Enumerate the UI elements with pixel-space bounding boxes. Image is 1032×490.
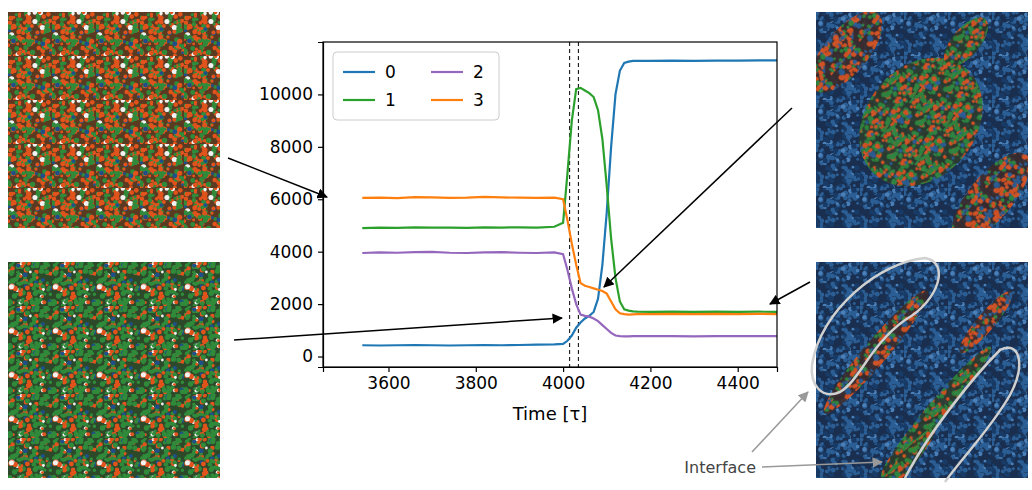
snapshot [8, 12, 220, 228]
snapshot [816, 12, 1028, 228]
y-tick-label: 10000 [259, 84, 313, 104]
x-tick-mark [650, 367, 651, 372]
series-line [362, 252, 777, 336]
legend: 0 1 2 3 [333, 52, 499, 120]
series-line [362, 197, 777, 315]
snapshot-image [8, 262, 220, 478]
reference-line [569, 42, 570, 367]
interface-outline [905, 348, 1019, 482]
x-axis-title: Time [τ] [512, 403, 588, 424]
x-tick-mark [738, 367, 739, 372]
interface-outline [812, 258, 939, 394]
legend-label: 1 [385, 90, 396, 110]
legend-label: 2 [473, 62, 484, 82]
snapshot-domain [816, 283, 937, 421]
y-tick-mark [318, 356, 323, 357]
y-tick: 4000 [270, 242, 323, 262]
pointer-arrow [228, 158, 327, 197]
y-tick-mark [318, 252, 323, 253]
y-tick-mark [318, 147, 323, 148]
snapshot [8, 262, 220, 478]
legend-swatch [343, 99, 375, 101]
x-tick-mark [563, 367, 564, 372]
y-tick-label: 6000 [270, 189, 313, 209]
y-tick-label: 4000 [270, 242, 313, 262]
x-tick: 4400 [717, 367, 760, 393]
x-tick-mark [476, 367, 477, 372]
pointer-arrow [604, 108, 792, 287]
y-tick-label: 0 [302, 346, 313, 366]
snapshot-image [8, 12, 220, 228]
y-tick: 2000 [270, 294, 323, 314]
y-tick-label: 8000 [270, 137, 313, 157]
y-axis: 0 2000 4000 6000 8000 10000 [259, 43, 324, 368]
legend-box [333, 52, 499, 120]
x-tick-label: 4000 [542, 373, 585, 393]
x-axis: 3600 3800 4000 4200 4400 [324, 367, 778, 393]
snapshot-domain [936, 12, 996, 74]
x-tick: 3800 [455, 367, 498, 393]
x-axis-line [324, 368, 778, 373]
y-tick: 8000 [270, 137, 323, 157]
snapshot-domain [874, 340, 999, 478]
x-tick: 4000 [542, 367, 585, 393]
x-tick-label: 4400 [717, 373, 760, 393]
snapshot-domain [816, 12, 895, 104]
y-tick: 10000 [259, 84, 323, 104]
legend-swatch [431, 71, 463, 73]
x-tick-label: 3600 [367, 373, 410, 393]
legend-label: 3 [473, 90, 484, 110]
snapshot [816, 262, 1028, 478]
x-tick-label: 4200 [629, 373, 672, 393]
interface-arrow [752, 392, 808, 452]
legend-swatch [431, 99, 463, 101]
legend-swatch [343, 71, 375, 73]
x-tick: 3600 [367, 367, 410, 393]
annotation-label: Interface [684, 458, 756, 477]
pointer-arrow [234, 318, 562, 340]
x-tick-label: 3800 [455, 373, 498, 393]
pointer-arrow [770, 282, 810, 304]
y-tick-mark [318, 94, 323, 95]
y-tick-mark [318, 199, 323, 200]
interface-arrow [762, 462, 882, 467]
y-tick-mark [318, 304, 323, 305]
x-tick-mark [388, 367, 389, 372]
y-tick: 0 [302, 346, 323, 366]
snapshot-domain [871, 422, 941, 478]
y-tick-label: 2000 [270, 294, 313, 314]
x-tick: 4200 [629, 367, 672, 393]
figure: 3600380040004200440002000400060008000100… [0, 0, 1032, 490]
snapshot-domain [939, 141, 1028, 228]
legend-label: 0 [385, 62, 396, 82]
reference-line [578, 42, 579, 367]
